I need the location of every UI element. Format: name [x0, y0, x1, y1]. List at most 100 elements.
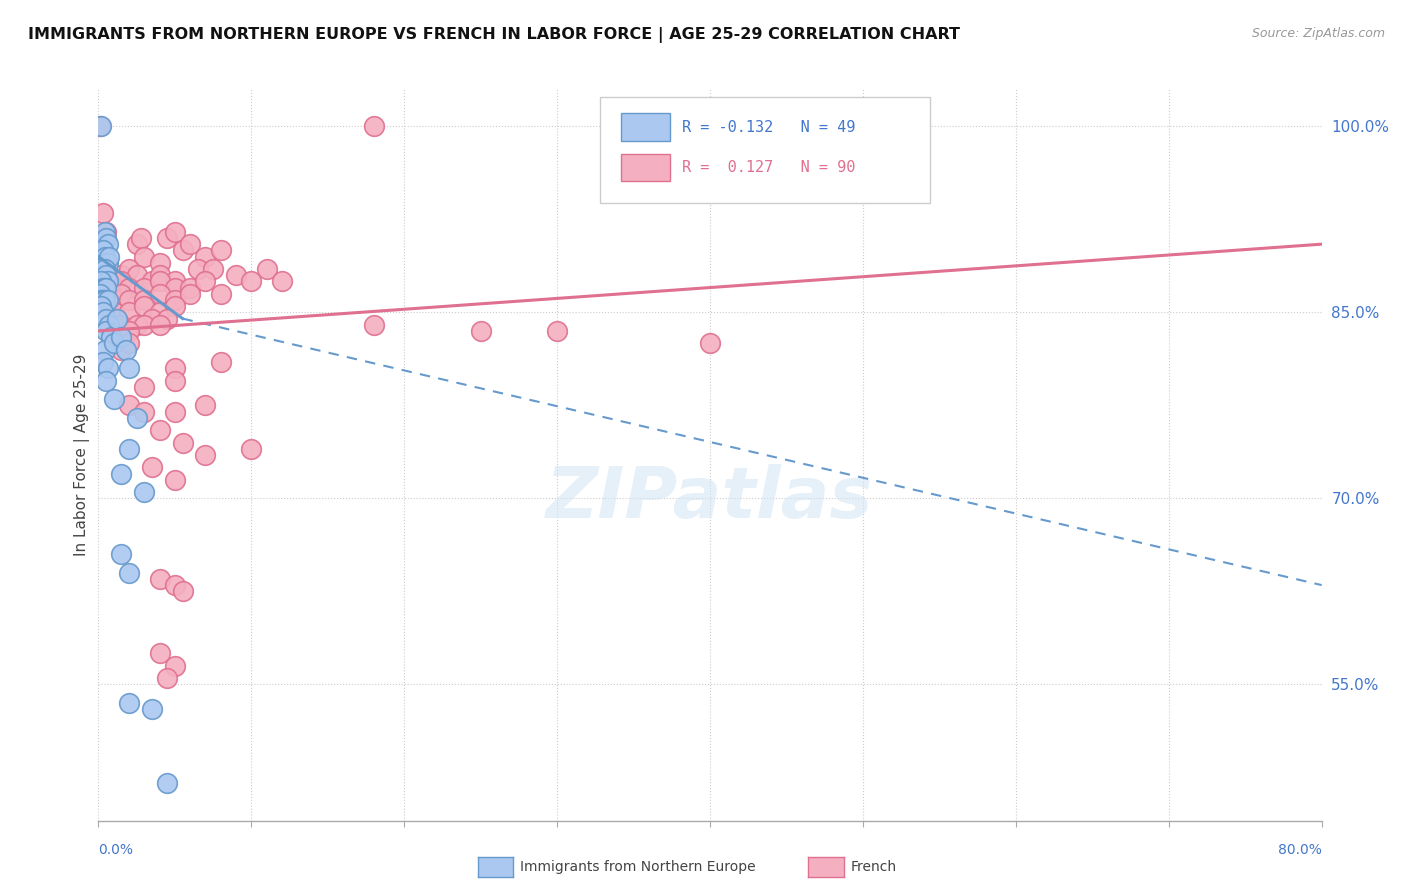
- Point: [97, 293, 120, 307]
- Point: [91, 355, 114, 369]
- Point: [100, 280, 122, 294]
- Point: [103, 330, 125, 344]
- Point: [118, 566, 141, 580]
- Point: [134, 485, 156, 500]
- Point: [94, 311, 117, 326]
- Text: Immigrants from Northern Europe: Immigrants from Northern Europe: [520, 860, 756, 874]
- Point: [118, 262, 141, 277]
- Point: [93, 280, 115, 294]
- Point: [546, 324, 568, 338]
- Point: [94, 231, 117, 245]
- Point: [141, 702, 163, 716]
- Text: R =  0.127   N = 90: R = 0.127 N = 90: [682, 160, 855, 175]
- Point: [172, 584, 194, 599]
- Point: [134, 380, 156, 394]
- Point: [118, 442, 141, 456]
- Point: [172, 435, 194, 450]
- Point: [90, 293, 112, 307]
- Point: [91, 305, 114, 319]
- Point: [91, 244, 114, 258]
- Point: [103, 293, 125, 307]
- Text: 80.0%: 80.0%: [1278, 843, 1322, 857]
- Point: [110, 330, 132, 344]
- Point: [163, 299, 186, 313]
- Point: [209, 286, 232, 301]
- Point: [118, 305, 141, 319]
- Point: [134, 280, 156, 294]
- Point: [118, 398, 141, 412]
- Point: [103, 392, 125, 406]
- Point: [110, 467, 132, 481]
- Point: [94, 268, 117, 282]
- Point: [110, 343, 132, 357]
- Point: [93, 262, 115, 277]
- Point: [91, 206, 114, 220]
- Point: [110, 268, 132, 282]
- Point: [256, 262, 278, 277]
- Y-axis label: In Labor Force | Age 25-29: In Labor Force | Age 25-29: [75, 354, 90, 556]
- Point: [103, 280, 125, 294]
- Point: [94, 299, 117, 313]
- FancyBboxPatch shape: [600, 96, 931, 202]
- Point: [163, 361, 186, 376]
- Point: [90, 274, 112, 288]
- Point: [141, 460, 163, 475]
- Point: [105, 311, 128, 326]
- Point: [163, 578, 186, 592]
- Point: [94, 286, 117, 301]
- Point: [134, 250, 156, 264]
- Point: [163, 473, 186, 487]
- Point: [470, 324, 492, 338]
- Point: [91, 293, 114, 307]
- Point: [240, 274, 263, 288]
- Point: [363, 318, 385, 332]
- Point: [98, 293, 121, 307]
- Point: [98, 318, 121, 332]
- Point: [97, 361, 120, 376]
- Point: [209, 355, 232, 369]
- Point: [149, 423, 172, 437]
- Point: [125, 410, 148, 425]
- Point: [100, 330, 122, 344]
- Point: [97, 274, 120, 288]
- Point: [172, 244, 194, 258]
- Point: [90, 299, 112, 313]
- Point: [179, 237, 201, 252]
- Point: [225, 268, 247, 282]
- Point: [103, 336, 125, 351]
- Point: [194, 398, 217, 412]
- Point: [194, 250, 217, 264]
- Point: [94, 280, 117, 294]
- Point: [90, 120, 112, 134]
- Point: [98, 250, 121, 264]
- Text: Source: ZipAtlas.com: Source: ZipAtlas.com: [1251, 27, 1385, 40]
- Text: French: French: [851, 860, 897, 874]
- Point: [134, 299, 156, 313]
- Point: [209, 244, 232, 258]
- Point: [110, 547, 132, 561]
- Point: [149, 256, 172, 270]
- Point: [129, 231, 152, 245]
- Point: [179, 280, 201, 294]
- Point: [194, 448, 217, 462]
- Bar: [620, 153, 669, 181]
- Point: [94, 256, 117, 270]
- Point: [156, 671, 179, 685]
- Point: [125, 268, 148, 282]
- Point: [163, 658, 186, 673]
- Point: [156, 776, 179, 790]
- Text: IMMIGRANTS FROM NORTHERN EUROPE VS FRENCH IN LABOR FORCE | AGE 25-29 CORRELATION: IMMIGRANTS FROM NORTHERN EUROPE VS FRENC…: [28, 27, 960, 43]
- Point: [118, 696, 141, 710]
- Point: [141, 274, 163, 288]
- Point: [93, 293, 115, 307]
- Point: [163, 225, 186, 239]
- Point: [149, 274, 172, 288]
- Point: [94, 374, 117, 388]
- Point: [94, 324, 117, 338]
- Point: [93, 225, 115, 239]
- Point: [134, 404, 156, 418]
- Point: [93, 250, 115, 264]
- Point: [149, 572, 172, 586]
- Point: [163, 374, 186, 388]
- Bar: [620, 113, 669, 141]
